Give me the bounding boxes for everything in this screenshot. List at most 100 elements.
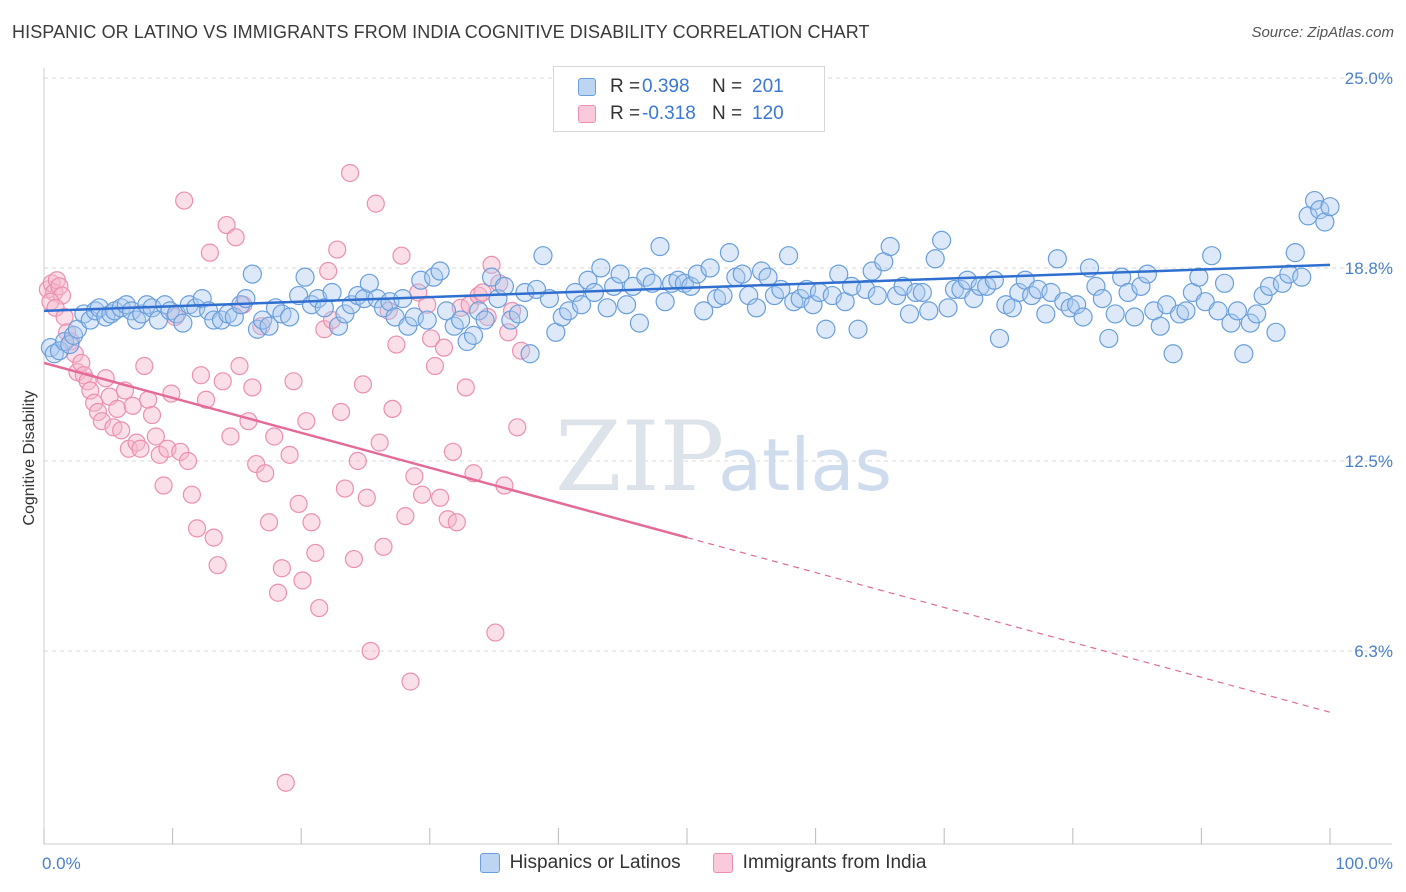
data-point-india (265, 427, 284, 446)
data-point-india (154, 476, 173, 495)
data-point-india (92, 412, 111, 431)
data-point-hispanic (732, 264, 752, 284)
legend-item-india: Immigrants from India (712, 852, 926, 874)
data-point-india (88, 402, 108, 422)
data-point-hispanic (906, 282, 926, 303)
x-tick-label: 0.0% (42, 854, 81, 873)
data-point-india (135, 356, 154, 376)
data-point-hispanic (224, 307, 244, 327)
data-point-hispanic (655, 292, 675, 312)
data-point-india (123, 396, 142, 415)
data-point-hispanic (501, 310, 521, 330)
data-point-india (178, 451, 198, 471)
data-point-india (280, 445, 299, 464)
data-point-hispanic (571, 295, 592, 315)
data-point-hispanic (1227, 301, 1248, 321)
data-point-hispanic (778, 246, 799, 266)
y-tick-label: 6.3% (1354, 642, 1393, 661)
data-point-hispanic (417, 310, 437, 330)
data-point-hispanic (746, 298, 767, 318)
tick-labels: 6.3% 12.5% 18.8% 25.0% 0.0% 100.0% (42, 69, 1393, 873)
data-point-hispanic (280, 307, 300, 327)
data-point-hispanic (816, 319, 836, 339)
data-point-hispanic (1163, 344, 1183, 364)
data-point-hispanic (173, 313, 193, 333)
data-point-hispanic (1208, 301, 1228, 321)
data-point-india (392, 246, 411, 265)
data-point-hispanic (328, 316, 349, 336)
data-point-hispanic (1266, 322, 1286, 342)
y-axis-label: Cognitive Disability (21, 390, 38, 525)
data-point-india (226, 228, 245, 247)
data-point-india (204, 528, 223, 547)
data-point-india (387, 335, 406, 354)
data-point-hispanic (1285, 243, 1305, 263)
data-point-hispanic (494, 276, 514, 296)
data-point-hispanic (616, 295, 637, 315)
data-point-hispanic (44, 344, 64, 364)
legend-label-hispanic: Hispanics or Latinos (509, 852, 681, 873)
data-point-hispanic (49, 341, 70, 361)
data-point-india (401, 672, 420, 691)
data-point-hispanic (629, 313, 650, 333)
data-point-hispanic (1124, 307, 1145, 327)
data-point-india (306, 543, 325, 563)
data-point-hispanic (591, 258, 611, 278)
data-point-india (284, 372, 303, 391)
data-point-hispanic (520, 344, 540, 364)
data-point-india (340, 163, 360, 183)
data-point-india (310, 598, 329, 618)
blue-points-layer (40, 190, 1340, 364)
data-point-india (319, 261, 338, 281)
data-point-india (55, 307, 74, 327)
data-point-hispanic (597, 298, 617, 318)
data-point-india (447, 513, 466, 532)
data-point-hispanic (295, 267, 315, 287)
legend-n-label: N = (712, 103, 743, 124)
series-legend: Hispanics or Latinos Immigrants from Ind… (0, 852, 1406, 874)
data-point-hispanic (1315, 212, 1335, 232)
y-tick-label: 25.0% (1345, 69, 1393, 88)
data-point-hispanic (475, 310, 495, 330)
legend-item-hispanic: Hispanics or Latinos (479, 852, 681, 874)
data-point-india (142, 405, 162, 425)
data-point-india (508, 418, 527, 437)
data-point-india (412, 485, 432, 504)
data-point-hispanic (436, 301, 457, 321)
correlation-legend: R = 0.398 N = 201 R = -0.318 N = 120 (553, 66, 825, 132)
data-point-india (405, 467, 424, 486)
data-point-india (456, 378, 475, 397)
data-point-hispanic (1176, 301, 1196, 321)
data-point-hispanic (242, 264, 262, 284)
data-point-hispanic (984, 270, 1004, 290)
legend-row-hispanic: R = 0.398 N = 201 (578, 75, 784, 99)
data-point-hispanic (1292, 267, 1312, 287)
legend-row-india: R = -0.318 N = 120 (578, 102, 784, 126)
trend-line-hispanic (43, 263, 1331, 313)
data-point-hispanic (204, 310, 224, 330)
trend-layer (43, 263, 1331, 713)
data-point-india (315, 320, 334, 339)
data-point-india (182, 485, 201, 504)
data-point-hispanic (919, 301, 939, 321)
data-point-hispanic (272, 304, 292, 324)
y-tick-label: 18.8% (1345, 259, 1393, 278)
data-point-hispanic (451, 310, 471, 330)
data-point-india (344, 549, 364, 569)
data-point-hispanic (1086, 276, 1106, 296)
data-point-hispanic (880, 236, 900, 257)
data-point-india (396, 507, 415, 526)
data-point-india (221, 427, 240, 446)
data-point-india (425, 356, 445, 376)
data-point-hispanic (508, 304, 529, 324)
data-point-india (361, 641, 380, 661)
watermark: ZIP atlas (555, 401, 892, 513)
data-point-hispanic (719, 243, 740, 263)
legend-n-value: 201 (752, 76, 784, 97)
data-point-hispanic (964, 289, 984, 309)
data-point-india (370, 433, 389, 452)
legend-n-label: N = (712, 76, 743, 97)
data-point-india (108, 399, 127, 419)
data-point-hispanic (126, 310, 147, 330)
data-point-hispanic (803, 295, 823, 315)
